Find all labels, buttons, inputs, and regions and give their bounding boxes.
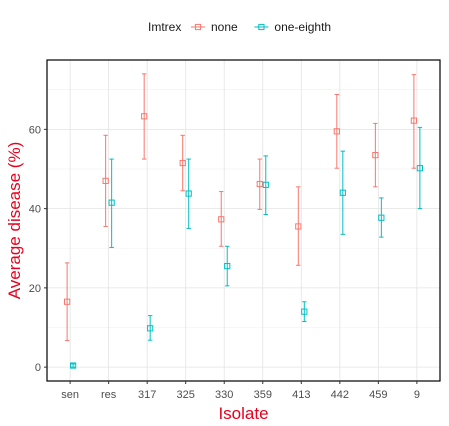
- y-tick-label: 20: [29, 283, 41, 295]
- x-tick-label: 325: [177, 389, 195, 401]
- x-tick-label: 9: [414, 389, 420, 401]
- y-tick-label: 0: [35, 362, 41, 374]
- data-point: [295, 223, 302, 230]
- data-point: [224, 262, 231, 270]
- data-point: [301, 308, 308, 315]
- data-point: [372, 152, 379, 159]
- legend-key-point: [258, 23, 265, 31]
- y-axis-title: Average disease (%): [5, 142, 24, 300]
- data-point: [262, 181, 269, 188]
- grid: [47, 60, 440, 381]
- data-point: [333, 128, 340, 135]
- data-point: [256, 180, 263, 188]
- data-point: [378, 214, 385, 221]
- y-tick-label: 40: [29, 204, 41, 216]
- x-tick-label: 442: [331, 389, 349, 401]
- chart-marks: [64, 73, 423, 369]
- panel-border: [46, 59, 441, 382]
- data-point: [102, 177, 109, 184]
- data-point: [185, 190, 192, 197]
- legend-title: Imtrex: [148, 20, 181, 34]
- data-point: [339, 189, 346, 196]
- x-tick-label: 317: [138, 389, 156, 401]
- data-point: [141, 113, 148, 120]
- legend-key-point: [194, 23, 202, 31]
- data-point: [108, 199, 115, 206]
- legend-item-label: none: [211, 20, 238, 34]
- data-point: [179, 159, 186, 167]
- x-tick-label: 359: [254, 389, 272, 401]
- x-tick-label: 459: [369, 389, 387, 401]
- data-point: [64, 298, 71, 305]
- data-point: [218, 216, 225, 223]
- data-point: [416, 165, 423, 172]
- x-tick-label: sen: [61, 389, 79, 401]
- data-point: [410, 117, 417, 124]
- x-tick-label: res: [101, 389, 117, 401]
- data-point: [70, 362, 77, 369]
- legend: Imtrex none one-eighth: [148, 20, 331, 34]
- x-axis-title: Isolate: [218, 404, 268, 423]
- axes: 0 20 40 60 sen res 317 325 330 359 413 442 459 9: [29, 59, 441, 401]
- data-point: [147, 325, 154, 332]
- legend-item-label: one-eighth: [274, 20, 331, 34]
- y-tick-label: 60: [29, 124, 41, 136]
- x-tick-label: 413: [292, 389, 310, 401]
- x-tick-label: 330: [215, 389, 233, 401]
